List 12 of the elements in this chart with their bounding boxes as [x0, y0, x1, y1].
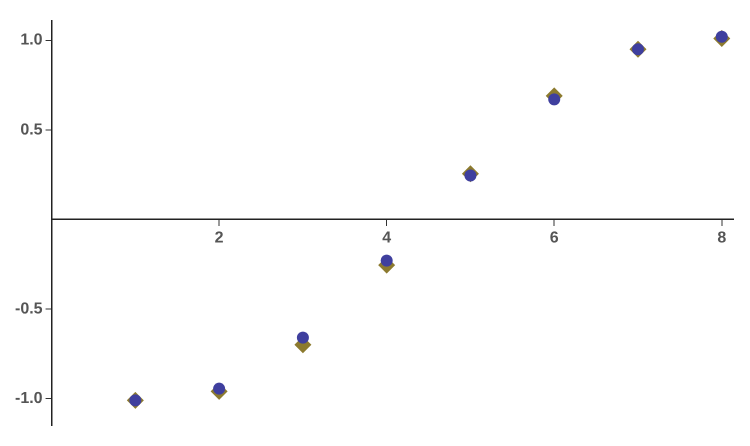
point [548, 93, 560, 106]
x-tick-label: 6 [550, 229, 559, 246]
y-tick-label: 0.5 [20, 121, 43, 138]
x-tick-label: 8 [717, 229, 726, 246]
x-tick-label: 4 [382, 229, 392, 246]
y-tick-label: -1.0 [14, 390, 43, 407]
point [380, 254, 393, 267]
point [296, 332, 309, 344]
y-tick-label: 1.0 [20, 32, 43, 49]
point [213, 382, 226, 395]
y-tick-label: -0.5 [14, 300, 43, 318]
x-tick-label: 2 [214, 229, 224, 246]
